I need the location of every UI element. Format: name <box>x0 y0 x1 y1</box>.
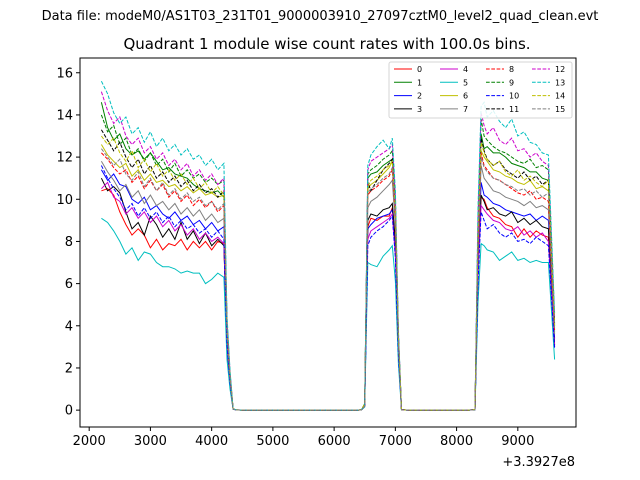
x-tick-label: 5000 <box>256 434 289 449</box>
legend-label-14: 14 <box>555 92 565 101</box>
y-tick-label: 6 <box>65 277 73 292</box>
legend-label-9: 9 <box>509 78 514 87</box>
legend-label-2: 2 <box>417 92 422 101</box>
legend-label-5: 5 <box>463 78 468 87</box>
series-line-4 <box>101 181 556 411</box>
legend-box <box>388 61 573 119</box>
series-line-1 <box>100 102 556 411</box>
legend-label-1: 1 <box>417 78 422 87</box>
series-line-15 <box>100 148 556 411</box>
legend-label-6: 6 <box>463 92 468 101</box>
legend-label-3: 3 <box>417 105 422 114</box>
legend-label-4: 4 <box>463 65 468 74</box>
series-line-10 <box>100 165 556 411</box>
legend-label-10: 10 <box>509 92 519 101</box>
series-line-5 <box>101 217 556 411</box>
chart-title: Quadrant 1 module wise count rates with … <box>123 35 530 53</box>
x-tick-label: 8000 <box>440 434 473 449</box>
y-tick-label: 2 <box>65 361 73 376</box>
legend-label-15: 15 <box>555 105 565 114</box>
x-axis: 2000 3000 4000 5000 6000 7000 8000 9000 <box>73 427 534 449</box>
data-file-suptitle: Data file: modeM0/AS1T03_231T01_90000039… <box>42 9 599 24</box>
y-tick-label: 8 <box>65 235 73 250</box>
series-line-13 <box>100 80 556 411</box>
x-tick-label: 7000 <box>379 434 412 449</box>
legend-label-13: 13 <box>555 78 565 87</box>
x-tick-label: 3000 <box>134 434 167 449</box>
legend-label-12: 12 <box>555 65 565 74</box>
y-tick-label: 12 <box>56 151 73 166</box>
y-tick-label: 0 <box>65 404 73 419</box>
y-tick-label: 16 <box>56 66 73 81</box>
x-tick-label: 9000 <box>501 434 534 449</box>
x-tick-label: 4000 <box>195 434 228 449</box>
y-axis: 0 2 4 6 8 10 12 14 16 <box>56 66 80 419</box>
x-tick-label: 2000 <box>73 434 106 449</box>
plot-lines <box>100 80 556 411</box>
y-tick-label: 10 <box>56 193 73 208</box>
series-line-9 <box>100 114 556 411</box>
plot-frame <box>79 57 577 428</box>
series-line-8 <box>101 152 556 411</box>
legend-label-8: 8 <box>509 65 514 74</box>
legend-label-7: 7 <box>463 105 468 114</box>
series-line-14 <box>100 135 556 411</box>
x-tick-label: 6000 <box>318 434 351 449</box>
x-offset-label: +3.3927e8 <box>502 455 575 470</box>
series-line-6 <box>100 144 556 411</box>
legend-label-11: 11 <box>509 105 519 114</box>
y-tick-label: 14 <box>56 108 73 123</box>
series-line-7 <box>100 161 556 411</box>
y-tick-label: 4 <box>65 319 73 334</box>
legend-label-0: 0 <box>417 65 422 74</box>
